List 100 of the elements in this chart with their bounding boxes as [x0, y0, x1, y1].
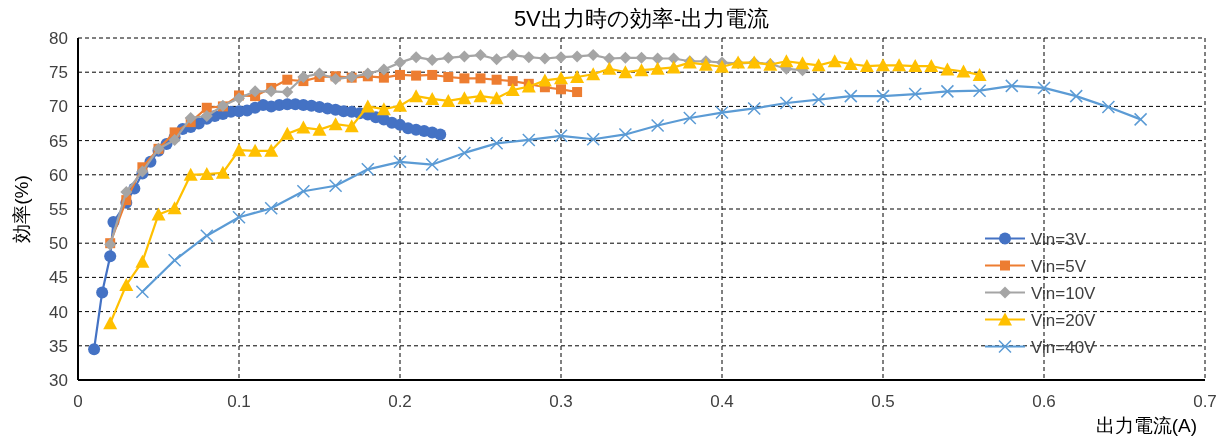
point: [972, 83, 987, 98]
x-tick-label: 0.3: [549, 392, 573, 411]
point: [88, 343, 101, 356]
point: [522, 133, 536, 147]
point: [876, 89, 890, 103]
point: [329, 73, 342, 86]
point: [474, 49, 487, 62]
point: [956, 64, 971, 78]
point: [167, 201, 182, 215]
y-tick-label: 70: [49, 97, 68, 117]
y-tick-label: 45: [49, 268, 68, 288]
legend-label: Vin=10V: [1031, 283, 1097, 303]
point: [360, 99, 375, 113]
legend-label: Vin=3V: [1031, 229, 1087, 249]
point: [554, 129, 568, 143]
point: [666, 60, 681, 74]
point: [313, 67, 326, 80]
point: [459, 73, 470, 84]
x-tick-label: 0.2: [388, 392, 412, 411]
x-tick-label: 0.7: [1193, 392, 1217, 411]
point: [361, 67, 374, 80]
point: [443, 71, 454, 82]
legend-label: Vin=5V: [1031, 256, 1087, 276]
point: [441, 93, 456, 107]
y-tick-label: 55: [49, 200, 68, 219]
point: [427, 69, 438, 80]
point: [232, 143, 246, 157]
point: [506, 49, 519, 62]
point: [296, 184, 311, 198]
y-tick-label: 80: [49, 29, 68, 48]
point: [538, 52, 551, 65]
point: [280, 126, 295, 140]
point: [811, 58, 826, 72]
point: [618, 65, 633, 79]
point: [940, 84, 955, 99]
point: [135, 285, 150, 299]
point: [556, 84, 566, 95]
y-tick-label: 50: [49, 234, 68, 254]
point: [328, 117, 343, 131]
point: [248, 143, 263, 157]
x-tick-label: 0.4: [710, 392, 734, 411]
point: [570, 69, 585, 83]
point: [183, 167, 198, 181]
point: [1069, 89, 1083, 103]
point: [457, 91, 472, 105]
y-tick-label: 75: [49, 63, 68, 83]
x-tick-label: 0.1: [227, 392, 251, 411]
point: [908, 59, 923, 73]
point: [1005, 79, 1019, 93]
point: [200, 228, 214, 243]
point: [586, 67, 601, 81]
chart-title: 5V出力時の効率-出力電流: [513, 6, 770, 31]
point: [475, 73, 486, 84]
point: [940, 62, 955, 76]
point: [489, 91, 504, 105]
point: [457, 146, 472, 160]
point: [555, 51, 567, 64]
point: [151, 207, 166, 221]
point: [426, 53, 439, 66]
point: [376, 102, 391, 116]
point: [908, 87, 922, 101]
point: [651, 52, 664, 65]
point: [120, 185, 133, 198]
point: [505, 82, 520, 96]
point: [507, 76, 518, 87]
point: [715, 59, 729, 73]
point: [811, 92, 826, 107]
point: [425, 91, 440, 105]
point: [265, 85, 278, 98]
point: [232, 210, 246, 224]
point: [650, 118, 665, 133]
point: [554, 71, 568, 85]
point: [103, 316, 118, 330]
y-tick-label: 40: [49, 302, 68, 322]
point: [779, 54, 794, 68]
point: [96, 286, 109, 299]
y-tick-label: 65: [49, 131, 68, 151]
point: [119, 277, 134, 291]
x-tick-label: 0.5: [871, 392, 895, 411]
point: [779, 96, 794, 110]
point: [167, 253, 182, 268]
point: [394, 56, 406, 69]
point: [1037, 81, 1051, 95]
point: [892, 58, 907, 72]
point: [572, 87, 583, 98]
y-tick-label: 35: [49, 336, 68, 356]
point: [795, 56, 810, 70]
point: [571, 50, 584, 63]
point: [603, 52, 616, 65]
point: [473, 89, 488, 103]
legend-label: Vin=20V: [1031, 310, 1097, 330]
point: [521, 79, 536, 93]
point: [537, 73, 552, 87]
point: [282, 74, 293, 85]
point: [410, 51, 423, 64]
point: [199, 167, 214, 181]
point: [618, 127, 633, 142]
point: [715, 105, 729, 120]
point: [296, 120, 311, 134]
point: [650, 61, 665, 75]
